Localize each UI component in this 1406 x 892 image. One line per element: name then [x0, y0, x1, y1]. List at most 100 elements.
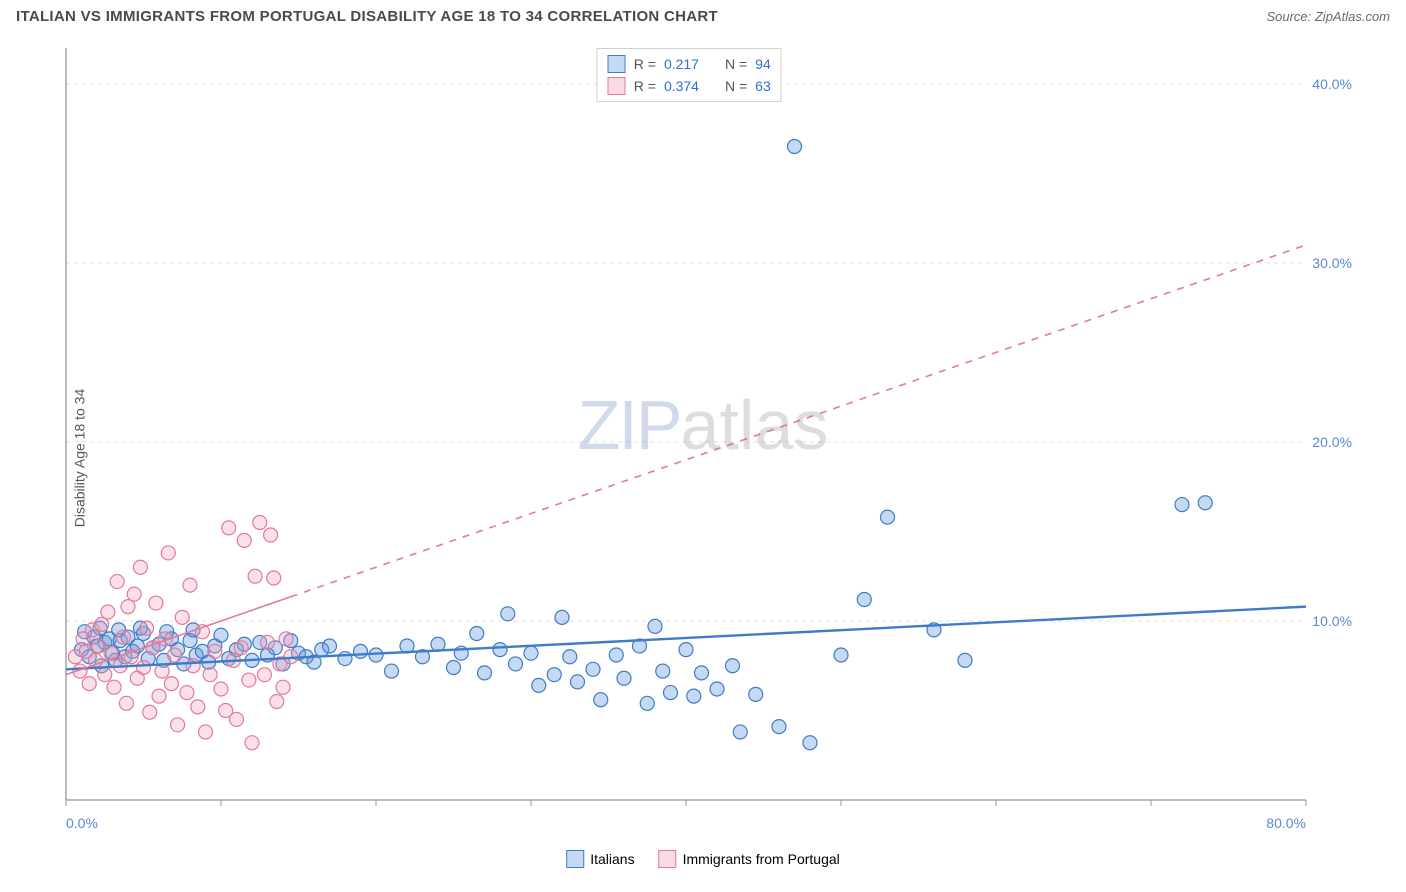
legend-bottom-label-italians: Italians	[590, 851, 634, 867]
data-point	[470, 626, 484, 640]
data-point	[133, 560, 147, 574]
data-point	[493, 643, 507, 657]
data-point	[279, 632, 293, 646]
data-point	[524, 646, 538, 660]
legend-swatch-portugal	[608, 77, 626, 95]
data-point	[242, 673, 256, 687]
data-point	[803, 736, 817, 750]
data-point	[1198, 496, 1212, 510]
data-point	[82, 677, 96, 691]
data-point	[749, 687, 763, 701]
data-point	[354, 644, 368, 658]
data-point	[222, 521, 236, 535]
data-point	[726, 659, 740, 673]
chart-title: ITALIAN VS IMMIGRANTS FROM PORTUGAL DISA…	[16, 8, 718, 25]
legend-row-italians: R = 0.217 N = 94	[608, 53, 771, 75]
data-point	[338, 652, 352, 666]
scatter-plot-svg: 0.0%80.0%10.0%20.0%30.0%40.0%	[16, 40, 1360, 840]
n-value-italians: 94	[755, 53, 771, 75]
svg-text:10.0%: 10.0%	[1312, 613, 1352, 629]
legend-item-portugal: Immigrants from Portugal	[659, 850, 840, 868]
data-point	[119, 696, 133, 710]
chart-header: ITALIAN VS IMMIGRANTS FROM PORTUGAL DISA…	[0, 0, 1406, 31]
legend-item-italians: Italians	[566, 850, 634, 868]
data-point	[186, 659, 200, 673]
data-point	[881, 510, 895, 524]
svg-text:0.0%: 0.0%	[66, 815, 98, 831]
data-point	[168, 648, 182, 662]
data-point	[191, 700, 205, 714]
svg-text:30.0%: 30.0%	[1312, 255, 1352, 271]
r-label: R =	[634, 53, 656, 75]
data-point	[95, 618, 109, 632]
data-point	[710, 682, 724, 696]
svg-text:40.0%: 40.0%	[1312, 76, 1352, 92]
data-point	[248, 569, 262, 583]
n-label-2: N =	[725, 75, 747, 97]
data-point	[171, 718, 185, 732]
data-point	[264, 528, 278, 542]
n-label: N =	[725, 53, 747, 75]
legend-swatch-italians	[608, 55, 626, 73]
data-point	[733, 725, 747, 739]
data-point	[385, 664, 399, 678]
data-point	[237, 533, 251, 547]
data-point	[571, 675, 585, 689]
correlation-legend: R = 0.217 N = 94 R = 0.374 N = 63	[597, 48, 782, 102]
legend-bottom-swatch-italians	[566, 850, 584, 868]
data-point	[270, 695, 284, 709]
legend-row-portugal: R = 0.374 N = 63	[608, 75, 771, 97]
data-point	[648, 619, 662, 633]
trend-line	[66, 607, 1306, 670]
r-label-2: R =	[634, 75, 656, 97]
data-point	[257, 668, 271, 682]
data-point	[137, 661, 151, 675]
data-point	[121, 600, 135, 614]
data-point	[230, 712, 244, 726]
data-point	[203, 668, 217, 682]
data-point	[261, 635, 275, 649]
data-point	[155, 664, 169, 678]
data-point	[199, 725, 213, 739]
data-point	[447, 661, 461, 675]
trend-line-dashed	[291, 245, 1306, 597]
data-point	[586, 662, 600, 676]
data-point	[958, 653, 972, 667]
data-point	[695, 666, 709, 680]
data-point	[555, 610, 569, 624]
data-point	[509, 657, 523, 671]
data-point	[98, 668, 112, 682]
svg-text:20.0%: 20.0%	[1312, 434, 1352, 450]
data-point	[107, 680, 121, 694]
data-point	[1175, 498, 1189, 512]
y-axis-label: Disability Age 18 to 34	[71, 389, 87, 528]
data-point	[92, 639, 106, 653]
n-value-portugal: 63	[755, 75, 771, 97]
data-point	[323, 639, 337, 653]
data-point	[149, 596, 163, 610]
data-point	[234, 641, 248, 655]
data-point	[180, 686, 194, 700]
data-point	[788, 139, 802, 153]
data-point	[640, 696, 654, 710]
legend-bottom-swatch-portugal	[659, 850, 677, 868]
data-point	[501, 607, 515, 621]
data-point	[687, 689, 701, 703]
data-point	[617, 671, 631, 685]
data-point	[164, 677, 178, 691]
data-point	[609, 648, 623, 662]
data-point	[276, 680, 290, 694]
data-point	[208, 644, 222, 658]
data-point	[110, 575, 124, 589]
chart-source: Source: ZipAtlas.com	[1266, 9, 1390, 24]
data-point	[532, 678, 546, 692]
data-point	[140, 621, 154, 635]
data-point	[679, 643, 693, 657]
data-point	[834, 648, 848, 662]
data-point	[116, 630, 130, 644]
data-point	[253, 515, 267, 529]
data-point	[267, 571, 281, 585]
legend-bottom-label-portugal: Immigrants from Portugal	[683, 851, 840, 867]
r-value-italians: 0.217	[664, 53, 699, 75]
data-point	[594, 693, 608, 707]
